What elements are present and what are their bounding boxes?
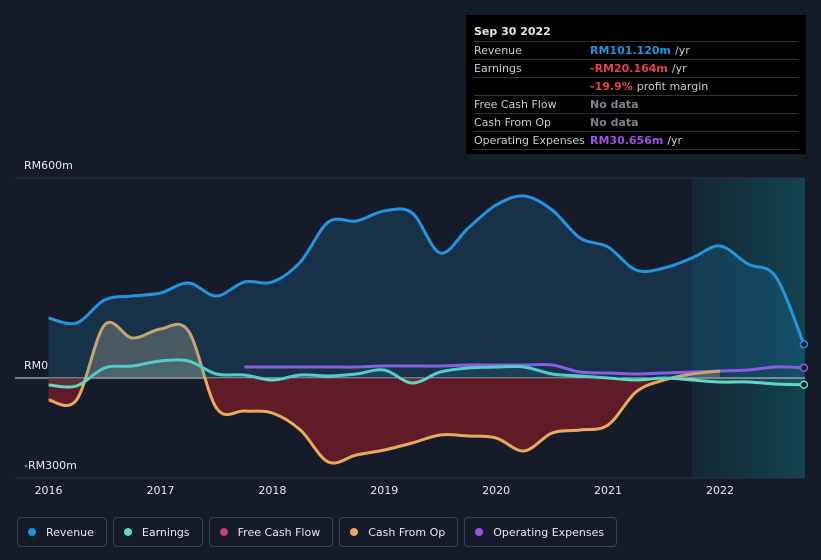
area [48,322,720,378]
legend-swatch [350,528,359,536]
y-tick-label: RM600m [24,159,73,172]
tooltip: Sep 30 2022 Revenue RM101.120m/yr Earnings… [466,15,806,154]
legend-swatch [123,528,132,536]
x-tick-label: 2017 [146,484,174,497]
chart: RM600m RM0 -RM300m 2016 2017 2018 2019 2020 2021… [15,159,809,497]
tooltip-unit: /yr [667,134,683,147]
tooltip-row: Free Cash Flow No data [474,96,798,114]
legend-item[interactable]: Cash From Op [339,517,459,547]
x-tick-label: 2020 [482,484,510,497]
tooltip-value: -RM20.164m [590,62,668,75]
tooltip-label: Free Cash Flow [474,98,557,111]
tooltip-row: -19.9% profit margin [474,78,798,96]
end-point [799,340,809,349]
line [48,321,721,465]
x-tick-label: 2016 [35,484,63,497]
tooltip-value: No data [590,116,639,129]
tooltip-row: Cash From Op No data [474,114,798,132]
tooltip-value: RM101.120m [590,44,671,57]
legend-label: Free Cash Flow [237,525,321,539]
tooltip-label: Operating Expenses [474,134,585,147]
legend-swatch [28,528,36,536]
tooltip-value: RM30.656m [590,134,664,147]
tooltip-label: Earnings [474,62,522,75]
tooltip-unit: profit margin [636,80,709,93]
legend-swatch [475,528,484,536]
legend-item[interactable]: Free Cash Flow [208,517,334,547]
x-tick-label: 2019 [370,484,398,497]
tooltip-value: -19.9% [590,80,633,93]
area [48,195,804,378]
legend-item[interactable]: Operating Expenses [464,517,618,547]
legend-item[interactable]: Revenue [17,517,107,547]
tooltip-label [474,78,590,95]
tooltip-value: No data [590,98,639,111]
legend-label: Revenue [46,525,94,539]
legend-swatch [219,528,228,536]
tooltip-row: Earnings -RM20.164m/yr [474,60,798,78]
end-point [799,363,809,373]
tooltip-row: Operating Expenses RM30.656m/yr [474,132,798,150]
legend: Revenue Earnings Free Cash Flow Cash From O… [17,517,618,547]
line [48,194,806,345]
tooltip-unit: /yr [671,62,687,75]
tooltip-label: Cash From Op [474,116,552,129]
y-tick-label: -RM300m [24,459,77,472]
legend-label: Earnings [141,525,190,539]
highlight-band [692,178,805,478]
area [48,359,804,388]
y-tick-label: RM0 [24,359,48,372]
x-tick-label: 2022 [706,484,734,497]
x-tick-label: 2018 [258,484,286,497]
area [48,378,720,463]
legend-label: Cash From Op [368,525,446,539]
tooltip-row: Revenue RM101.120m/yr [474,42,798,60]
x-tick-label: 2021 [594,484,622,497]
end-point [799,380,809,389]
tooltip-unit: /yr [674,44,690,57]
legend-label: Operating Expenses [493,525,605,539]
tooltip-label: Revenue [474,44,522,57]
legend-item[interactable]: Earnings [112,517,203,547]
tooltip-date: Sep 30 2022 [474,23,798,42]
line [48,358,804,389]
